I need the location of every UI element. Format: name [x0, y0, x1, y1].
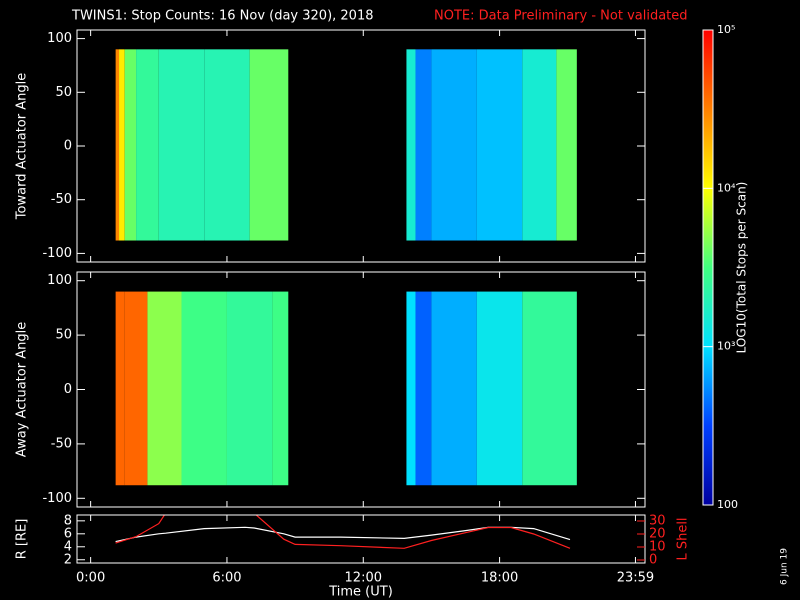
- colorbar: [702, 29, 714, 506]
- colorbar-tick-label: 10⁵: [717, 23, 735, 36]
- line-group: [115, 515, 571, 549]
- heatmap-cell: [272, 291, 289, 486]
- chart-title: TWINS1: Stop Counts: 16 Nov (day 320), 2…: [71, 9, 374, 24]
- y-tick-label: 50: [55, 85, 72, 100]
- heatmap-cell: [115, 291, 125, 486]
- y-tick-label: -50: [51, 192, 72, 207]
- y2-axis-label: L Shell: [676, 517, 691, 560]
- note: NOTE: Data Preliminary - Not validated: [434, 9, 688, 24]
- x-tick-label: 23:59: [617, 571, 654, 586]
- colorbar-label: LOG10(Total Stops per Scan): [735, 182, 749, 354]
- heatmap-cell: [431, 49, 477, 241]
- plot-frame: [76, 514, 646, 564]
- heatmap-cell: [431, 291, 477, 486]
- date-stamp: 6 Jun 19: [780, 548, 790, 585]
- heatmap-cell: [476, 291, 523, 486]
- heatmap-cell: [406, 291, 416, 486]
- y-tick-label: -100: [42, 246, 72, 261]
- y-tick-label: 2: [64, 552, 72, 567]
- colorbar-tick-label: 10⁴: [717, 181, 736, 194]
- y2-tick-label: 0: [649, 553, 657, 568]
- x-tick-label: 0:00: [76, 571, 105, 586]
- heatmap-cell: [226, 291, 273, 486]
- y-axis-label: Toward Actuator Angle: [15, 73, 30, 220]
- heatmap-cell: [124, 49, 137, 241]
- heatmap-cell: [249, 49, 289, 241]
- y-tick-label: 100: [47, 273, 72, 288]
- colorbar-tick-label: 100: [717, 498, 738, 511]
- y-tick-label: 0: [64, 139, 72, 154]
- heatmap-cell: [415, 49, 432, 241]
- heatmap-cell: [522, 49, 557, 241]
- colorbar-tick-label: 10³: [717, 340, 735, 353]
- y2-tick-label: 20: [649, 526, 666, 541]
- heatmap-cell: [181, 291, 227, 486]
- x-tick-label: 18:00: [481, 571, 518, 586]
- heatmap-cell: [406, 49, 416, 241]
- heatmap-cell: [147, 291, 182, 486]
- heatmap-cell: [476, 49, 523, 241]
- heatmap-cell: [158, 49, 205, 241]
- heatmap-cell: [522, 291, 577, 486]
- series-line: [115, 515, 571, 549]
- y-axis-label: R [RE]: [15, 519, 30, 560]
- heatmap-cell: [115, 49, 120, 241]
- x-axis-label: Time (UT): [328, 585, 393, 600]
- x-tick-label: 12:00: [345, 571, 382, 586]
- y-tick-label: -100: [42, 491, 72, 506]
- y-tick-label: 50: [55, 328, 72, 343]
- heatmap-cell: [119, 49, 125, 241]
- y-axis-label: Away Actuator Angle: [15, 322, 30, 457]
- heatmap-cell: [124, 291, 148, 486]
- y-tick-label: -50: [51, 436, 72, 451]
- heatmap-cell: [556, 49, 577, 241]
- y-tick-label: 0: [64, 382, 72, 397]
- heatmap-cell: [415, 291, 432, 486]
- y-tick-label: 6: [64, 526, 72, 541]
- y2-tick-label: 10: [649, 540, 666, 555]
- heatmap-cell: [136, 49, 159, 241]
- y-tick-label: 8: [64, 513, 72, 528]
- y2-tick-label: 30: [649, 513, 666, 528]
- heatmap-cell: [204, 49, 250, 241]
- x-tick-label: 6:00: [212, 571, 241, 586]
- y-tick-label: 4: [64, 539, 72, 554]
- y-tick-label: 100: [47, 31, 72, 46]
